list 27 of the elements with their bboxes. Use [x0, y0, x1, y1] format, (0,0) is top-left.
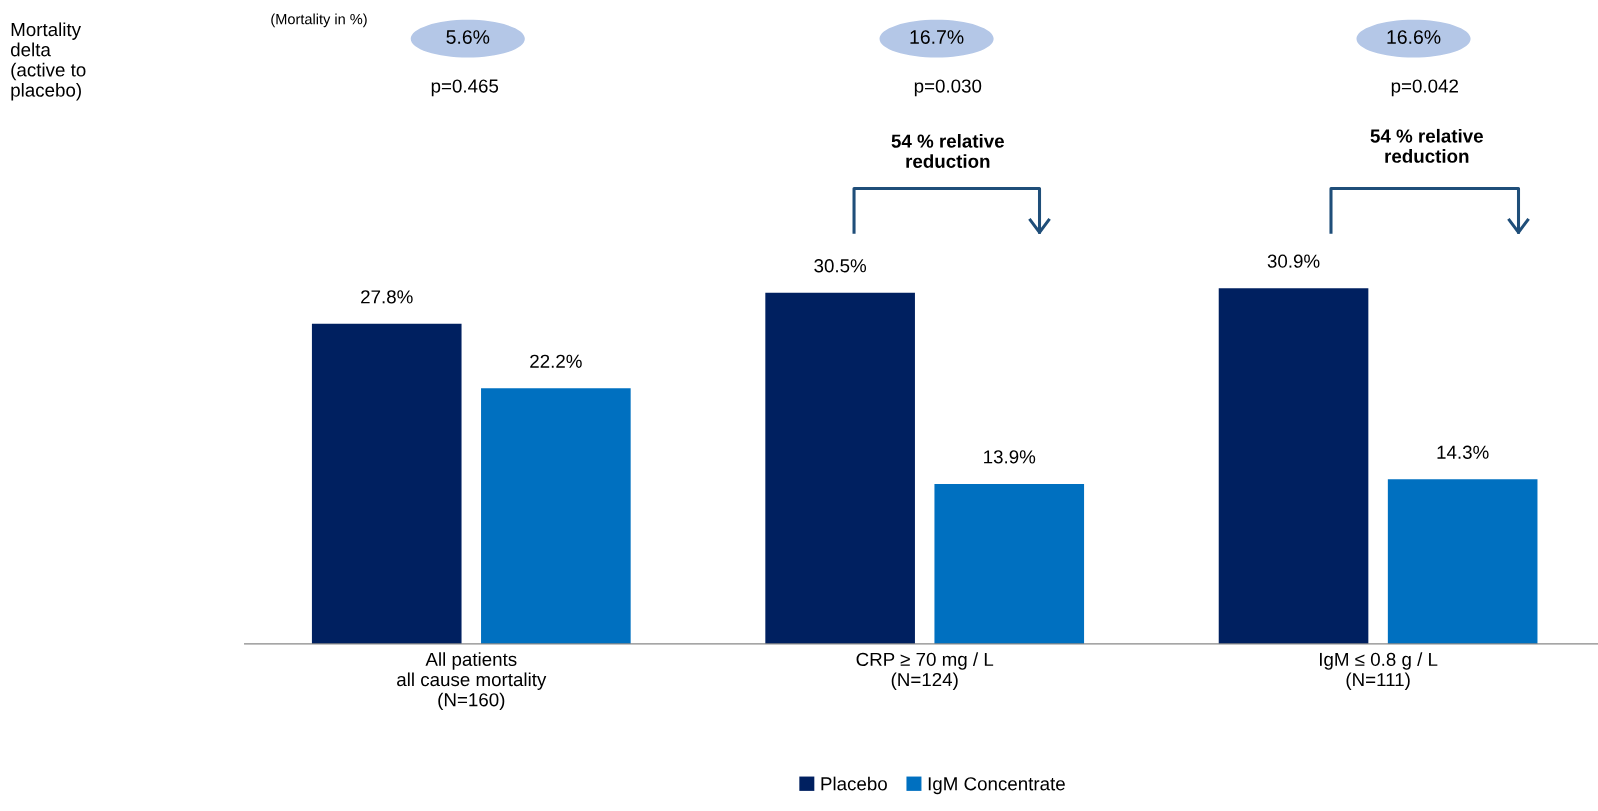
text: Mortality delta (active to placebo)	[10, 22, 86, 101]
bar	[765, 292, 915, 644]
bar	[934, 483, 1085, 644]
data-label: 30.9%	[1267, 254, 1320, 268]
x-tick-label: CRP ≥ 70 mg / L (N=124)	[856, 652, 994, 690]
x-tick-label: IgM ≤ 0.8 g / L (N=111)	[1319, 652, 1438, 690]
legend-label: IgM Concentrate	[928, 777, 1065, 795]
bar	[1218, 288, 1369, 644]
text: 16.7%	[910, 30, 964, 44]
text: 5.6%	[446, 30, 490, 44]
text: 54 % relative reduction	[1370, 128, 1483, 163]
bar	[481, 388, 631, 644]
text: p=0.030	[914, 79, 982, 97]
data-label: 22.2%	[530, 354, 582, 368]
text: (Mortality in %)	[271, 13, 367, 28]
text: 54 % relative reduction	[891, 133, 1004, 168]
data-label: 14.3%	[1437, 445, 1489, 459]
text: 16.6%	[1387, 30, 1441, 44]
bar	[311, 323, 462, 644]
data-label: 27.8%	[361, 290, 413, 304]
data-label: 13.9%	[984, 450, 1036, 464]
text: p=0.465	[431, 79, 499, 97]
text: p=0.042	[1391, 79, 1458, 97]
data-label: 30.5%	[814, 259, 867, 273]
legend-label: Placebo	[821, 776, 887, 791]
bar	[1387, 479, 1538, 644]
x-tick-label: All patients all cause mortality (N=160)	[397, 652, 547, 711]
